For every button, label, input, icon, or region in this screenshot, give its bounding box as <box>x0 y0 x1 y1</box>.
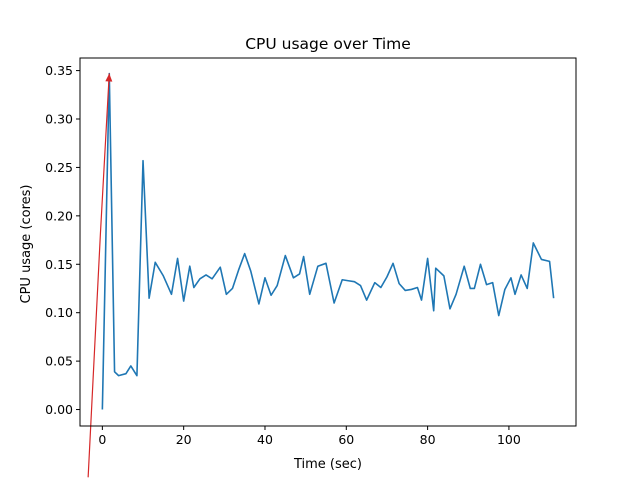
annotation-arrow-line <box>87 73 110 478</box>
cpu-usage-series-line <box>101 72 555 410</box>
x-tick-label: 100 <box>497 432 521 447</box>
y-tick-label: 0.10 <box>45 305 73 320</box>
y-tick-label: 0.15 <box>45 257 73 272</box>
x-axis-ticks: 0 20 40 60 80 100 <box>98 426 521 447</box>
chart-title: CPU usage over Time <box>245 35 411 53</box>
x-tick-label: 0 <box>98 432 106 447</box>
y-axis-label: CPU usage (cores) <box>19 185 34 304</box>
annotation-layer <box>87 73 113 478</box>
x-tick-label: 80 <box>420 432 436 447</box>
series-layer <box>101 72 555 410</box>
plot-frame <box>79 57 577 427</box>
x-tick-label: 60 <box>338 432 354 447</box>
x-tick-label: 20 <box>176 432 192 447</box>
x-tick-label: 40 <box>257 432 273 447</box>
y-axis-ticks: 0.00 0.05 0.10 0.15 0.20 0.25 0.30 0.35 <box>45 63 80 417</box>
y-tick-label: 0.25 <box>45 160 73 175</box>
y-tick-label: 0.00 <box>45 402 73 417</box>
y-tick-label: 0.35 <box>45 63 73 78</box>
y-tick-label: 0.20 <box>45 208 73 223</box>
y-tick-label: 0.30 <box>45 112 73 127</box>
y-tick-label: 0.05 <box>45 354 73 369</box>
annotation-arrowhead <box>105 73 113 82</box>
x-axis-label: Time (sec) <box>293 457 362 472</box>
